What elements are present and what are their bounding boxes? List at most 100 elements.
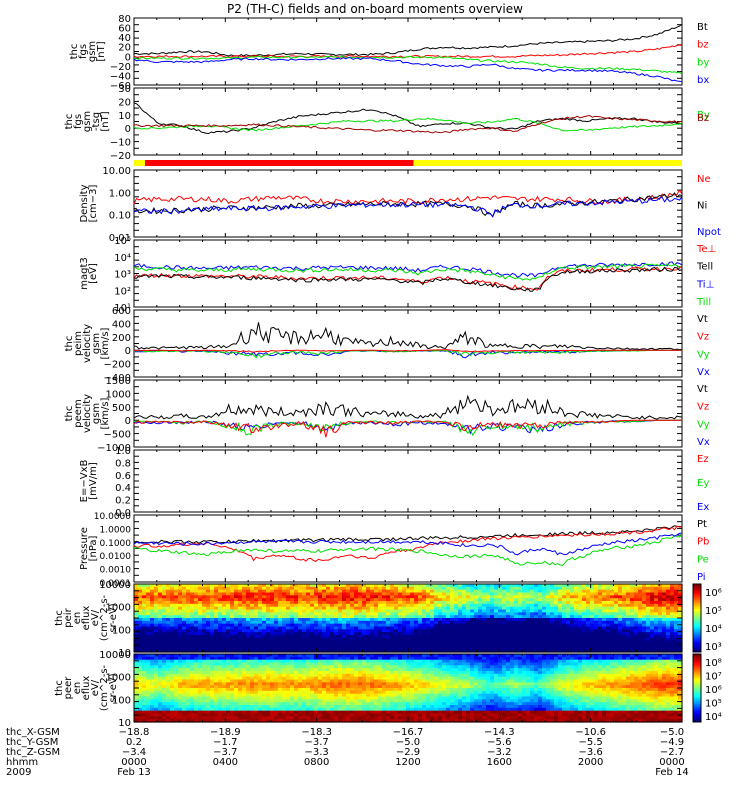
heatmap-cell — [578, 601, 583, 605]
heatmap-cell — [198, 713, 203, 717]
heatmap-cell — [482, 637, 487, 642]
heatmap-cell — [270, 671, 275, 675]
heatmap-cell — [374, 618, 379, 622]
heatmap-cell — [586, 615, 591, 619]
heatmap-cell — [642, 609, 647, 613]
heatmap-cell — [166, 685, 171, 689]
heatmap-cell — [138, 673, 143, 678]
heatmap-cell — [562, 595, 567, 599]
heatmap-cell — [606, 598, 611, 602]
heatmap-cell — [578, 623, 583, 628]
heatmap-cell — [182, 696, 187, 700]
heatmap-cell — [350, 609, 355, 613]
heatmap-cell — [258, 632, 263, 636]
heatmap-cell — [618, 626, 623, 630]
heatmap-cell — [398, 595, 403, 599]
heatmap-cell — [498, 629, 503, 633]
heatmap-cell — [390, 632, 395, 636]
heatmap-cell — [434, 601, 439, 605]
heatmap-cell — [638, 637, 643, 642]
heatmap-cell — [550, 623, 555, 628]
heatmap-cell — [218, 592, 223, 596]
heatmap-cell — [262, 646, 267, 650]
heatmap-cell — [214, 659, 219, 664]
heatmap-cell — [194, 688, 199, 692]
heatmap-cell — [146, 676, 151, 681]
colorbar-frame — [692, 583, 702, 653]
heatmap-cell — [622, 620, 627, 625]
heatmap-cell — [210, 598, 215, 602]
heatmap-cell — [154, 643, 159, 647]
heatmap-cell — [454, 640, 459, 645]
heatmap-cell — [346, 632, 351, 636]
heatmap-cell — [234, 656, 239, 661]
legend-Pb: Pb — [697, 537, 709, 548]
heatmap-cell — [506, 640, 511, 645]
heatmap-cell — [266, 659, 271, 664]
heatmap-cell — [450, 598, 455, 602]
heatmap-cell — [614, 598, 619, 602]
heatmap-cell — [482, 584, 487, 588]
y-tick-label: 0.0100 — [100, 552, 132, 562]
heatmap-cell — [266, 705, 271, 709]
heatmap-cell — [202, 679, 207, 683]
heatmap-cell — [590, 632, 595, 636]
heatmap-cell — [322, 589, 327, 594]
heatmap-cell — [386, 635, 391, 639]
heatmap-cell — [346, 649, 351, 653]
heatmap-cell — [270, 693, 275, 698]
heatmap-cell — [174, 719, 179, 723]
heatmap-cell — [646, 623, 651, 628]
heatmap-cell — [610, 606, 615, 611]
heatmap-cell — [606, 584, 611, 588]
heatmap-cell — [542, 586, 547, 591]
heatmap-cell — [274, 626, 279, 630]
heatmap-cell — [586, 592, 591, 596]
heatmap-cell — [414, 649, 419, 653]
heatmap-cell — [262, 705, 267, 709]
heatmap-cell — [214, 690, 219, 695]
heatmap-cell — [326, 637, 331, 642]
heatmap-cell — [326, 623, 331, 628]
heatmap-cell — [222, 707, 227, 712]
heatmap-cell — [322, 635, 327, 639]
heatmap-cell — [638, 601, 643, 605]
heatmap-cell — [334, 586, 339, 591]
heatmap-cell — [486, 646, 491, 650]
heatmap-cell — [318, 584, 323, 588]
heatmap-cell — [426, 615, 431, 619]
heatmap-cell — [346, 620, 351, 625]
y-tick-label: 1.0000 — [100, 525, 132, 535]
heatmap-cell — [246, 601, 251, 605]
heatmap-cell — [674, 649, 679, 653]
heatmap-cell — [218, 646, 223, 650]
heatmap-cell — [358, 586, 363, 591]
heatmap-cell — [138, 592, 143, 596]
heatmap-cell — [566, 606, 571, 611]
heatmap-cell — [166, 612, 171, 616]
heatmap-cell — [218, 603, 223, 608]
heatmap-cell — [342, 637, 347, 642]
heatmap-cell — [154, 635, 159, 639]
heatmap-cell — [206, 668, 211, 672]
heatmap-cell — [670, 615, 675, 619]
heatmap-cell — [242, 665, 247, 669]
heatmap-cell — [162, 603, 167, 608]
heatmap-cell — [206, 659, 211, 664]
heatmap-cell — [422, 637, 427, 642]
heatmap-cell — [226, 586, 231, 591]
heatmap-cell — [266, 589, 271, 594]
heatmap-cell — [646, 618, 651, 622]
heatmap-cell — [390, 592, 395, 596]
heatmap-cell — [406, 586, 411, 591]
heatmap-cell — [342, 609, 347, 613]
legend-bz: bz — [697, 40, 709, 51]
heatmap-cell — [258, 710, 263, 715]
heatmap-cell — [142, 690, 147, 695]
heatmap-cell — [354, 646, 359, 650]
heatmap-cell — [190, 615, 195, 619]
heatmap-cell — [262, 635, 267, 639]
heatmap-cell — [490, 649, 495, 653]
heatmap-cell — [410, 623, 415, 628]
heatmap-cell — [314, 598, 319, 602]
